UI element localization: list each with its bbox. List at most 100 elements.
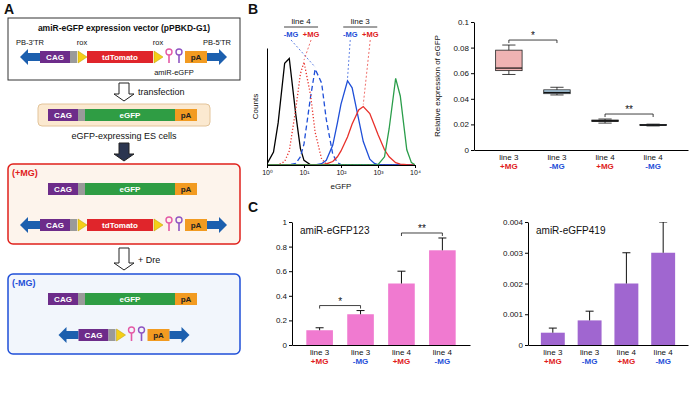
spacer — [78, 293, 85, 305]
leader — [348, 40, 351, 79]
tick: 10⁴ — [410, 165, 421, 176]
tick-mark — [289, 271, 292, 272]
cell-box — [8, 164, 240, 244]
whisker-cap — [550, 87, 563, 88]
element-label: rox — [153, 38, 164, 47]
axis-line — [528, 223, 529, 346]
promoter-label: CAG — [54, 111, 72, 120]
plot-area — [496, 45, 667, 126]
box — [496, 50, 522, 70]
rox-site — [78, 51, 87, 63]
hairpin-stem — [168, 55, 170, 63]
gene-label: tdTomato — [102, 221, 138, 230]
error-bar — [663, 222, 664, 253]
tick-mark — [415, 165, 416, 168]
promoter-label: CAG — [46, 221, 64, 230]
polya-label: pA — [191, 221, 202, 230]
tick-label: 0 — [283, 341, 288, 350]
hairpin-loop — [129, 327, 135, 333]
element-label: rox — [77, 38, 88, 47]
tick: line 4-MG — [433, 348, 453, 366]
tick: 10¹ — [299, 165, 310, 176]
tick: 10² — [336, 165, 347, 176]
polya — [175, 109, 197, 121]
panel-letter: C — [248, 199, 258, 215]
chart: 10⁰10¹10²10³10⁴eGFPCountsline 4-MG+MGlin… — [251, 17, 421, 191]
tick-mark — [289, 345, 292, 346]
bar — [541, 333, 565, 345]
group-item: -MG — [284, 30, 299, 39]
promoter — [48, 293, 78, 305]
axis: 00.020.040.060.080.1 — [453, 18, 474, 155]
tick: 0 — [283, 341, 292, 350]
tick: line 4-MG — [644, 153, 664, 171]
error-bar — [552, 328, 553, 333]
plot-area — [267, 59, 415, 165]
promoter-label: CAG — [54, 295, 72, 304]
tick-mark — [471, 48, 474, 49]
tick-mark — [471, 22, 474, 23]
tick-mark — [525, 314, 528, 315]
tick: line 3-MG — [580, 348, 600, 366]
series-line — [267, 78, 415, 165]
tick: line 3+MG — [499, 153, 519, 171]
tick-label: 10⁰ — [262, 169, 273, 176]
hairpin-stem — [168, 223, 170, 231]
tr-arrow — [20, 217, 40, 233]
tick: 0.8 — [276, 243, 292, 252]
figure: ABCamiR-eGFP expression vector (pPBKD-G1… — [0, 0, 698, 399]
gene-label: tdTomato — [102, 53, 138, 62]
tick-mark — [471, 73, 474, 74]
group-bracket — [343, 27, 377, 28]
gene-label: eGFP — [120, 185, 142, 194]
tick: 0.02 — [453, 120, 474, 129]
whisker-cap — [502, 74, 515, 75]
polya-label: pA — [191, 53, 202, 62]
tick-label: line 4-MG — [644, 153, 664, 171]
gene-label: eGFP — [120, 111, 142, 120]
tick: line 3-MG — [351, 348, 371, 366]
group-label: line 4 — [291, 17, 311, 26]
error-cap — [622, 252, 630, 253]
cell-box — [8, 274, 240, 354]
box — [640, 124, 666, 126]
bar — [306, 330, 333, 345]
tr-arrow — [207, 217, 227, 233]
tick: 0.003 — [503, 249, 528, 258]
tick-mark — [289, 222, 292, 223]
whisker-cap — [598, 119, 611, 120]
polya — [175, 183, 197, 195]
chart: 00.020.040.060.080.1line 3+MGline 3-MGli… — [433, 18, 689, 171]
tick-label: line 3+MG — [310, 348, 330, 366]
axis-line — [292, 223, 293, 346]
tick: 0.08 — [453, 44, 474, 53]
axis: 00.20.40.60.81 — [276, 218, 293, 350]
tick: 0.04 — [453, 95, 474, 104]
hairpin-stem — [178, 55, 180, 63]
tick: 10⁰ — [262, 165, 273, 176]
box — [544, 90, 570, 94]
tick-label: 0.8 — [276, 243, 288, 252]
tick-mark — [289, 320, 292, 321]
error-bar — [360, 311, 361, 315]
element-label: PB-5'TR — [203, 38, 232, 47]
chart-title: amiR-eGFP123 — [300, 225, 370, 236]
tick: 0 — [519, 341, 528, 350]
step-label: + Dre — [138, 255, 160, 265]
error-bar — [442, 238, 443, 250]
leader — [304, 40, 311, 60]
series-line — [267, 81, 415, 165]
tick-label: 0.001 — [503, 310, 524, 319]
plot-area — [541, 222, 675, 345]
polya — [148, 329, 170, 341]
tick-label: 0.1 — [458, 18, 470, 27]
significance-label: ** — [625, 104, 633, 115]
tick-mark — [341, 165, 342, 168]
promoter — [48, 183, 78, 195]
polya — [185, 51, 207, 63]
tick-label: line 3-MG — [351, 348, 371, 366]
tick-label: 0.003 — [503, 249, 524, 258]
tick-mark — [525, 345, 528, 346]
tick-label: 10² — [336, 169, 347, 176]
gene — [85, 293, 175, 305]
